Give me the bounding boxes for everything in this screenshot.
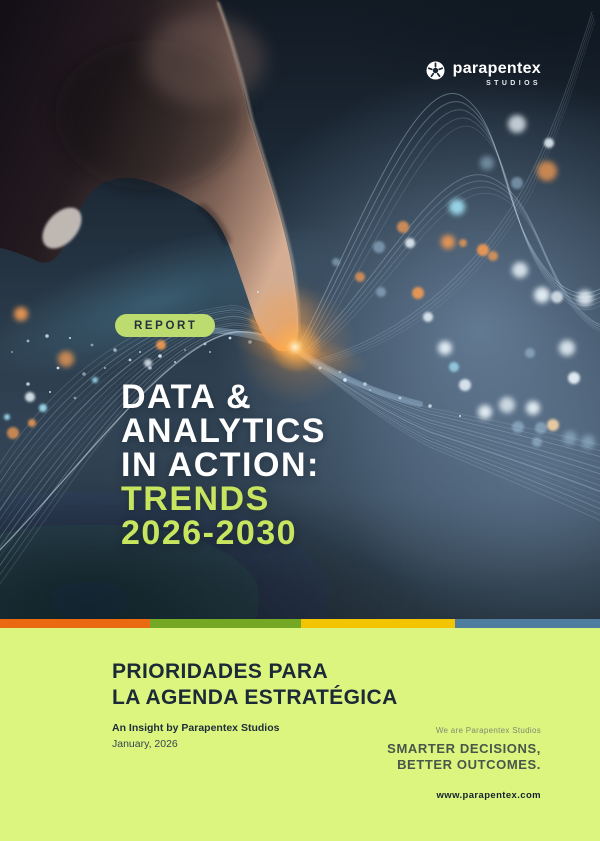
subtitle-heading: PRIORIDADES PARA LA AGENDA ESTRATÉGICA [112, 659, 398, 711]
bokeh-lights [4, 115, 595, 449]
stripe-segment-yellow [301, 619, 455, 628]
accent-stripe [0, 619, 600, 628]
report-badge: REPORT [115, 314, 215, 337]
tagline-line-2: BETTER OUTCOMES. [397, 757, 541, 772]
website-url[interactable]: www.parapentex.com [436, 790, 541, 801]
title-line-2: ANALYTICS [121, 412, 326, 450]
cover-photo-illustration [0, 0, 600, 619]
tagline-line-1: SMARTER DECISIONS, [387, 741, 541, 756]
wave-lines-arches [295, 11, 600, 366]
byline: An Insight by Parapentex Studios [112, 722, 280, 734]
bottom-right-block: We are Parapentex Studios SMARTER DECISI… [387, 726, 541, 803]
stripe-segment-orange [0, 619, 150, 628]
thumb-nail [42, 207, 82, 249]
publication-date: January, 2026 [112, 738, 178, 750]
parapentex-logo-icon [426, 61, 445, 80]
bottom-section: PRIORIDADES PARA LA AGENDA ESTRATÉGICA A… [0, 628, 600, 841]
tagline: SMARTER DECISIONS, BETTER OUTCOMES. [387, 741, 541, 773]
stripe-segment-green [150, 619, 301, 628]
title-line-4: TRENDS [121, 480, 270, 518]
cover-title: DATA & ANALYTICS IN ACTION: TRENDS 2026-… [121, 380, 326, 550]
brand-logo: parapentex STUDIOS [425, 60, 541, 87]
sparkle-dots [11, 291, 461, 417]
title-line-5: 2026-2030 [121, 514, 298, 552]
fingertip-glow [231, 285, 369, 405]
subtitle-line-1: PRIORIDADES PARA [112, 660, 329, 683]
title-line-3: IN ACTION: [121, 446, 320, 484]
logo-subtext: STUDIOS [486, 80, 541, 87]
logo-text: parapentex [452, 60, 541, 77]
title-line-1: DATA & [121, 378, 253, 416]
cover-hero: parapentex STUDIOS REPORT DATA & ANALYTI… [0, 0, 600, 619]
subtitle-line-2: LA AGENDA ESTRATÉGICA [112, 686, 398, 709]
tagline-intro: We are Parapentex Studios [435, 726, 541, 735]
stripe-segment-blue [455, 619, 600, 628]
bottom-left-block: PRIORIDADES PARA LA AGENDA ESTRATÉGICA A… [112, 659, 398, 750]
hand-illustration [0, 0, 313, 354]
